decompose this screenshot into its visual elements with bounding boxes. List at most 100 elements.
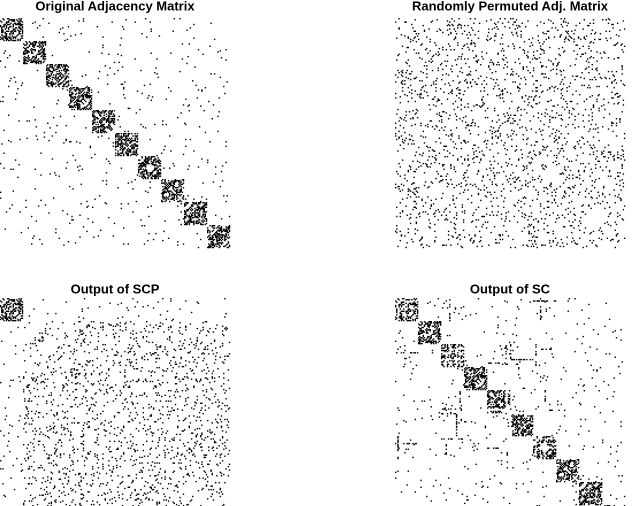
nonzero-dot [495, 238, 497, 241]
nonzero-dot [550, 69, 552, 72]
nonzero-dot [48, 76, 50, 79]
nonzero-dot [613, 80, 615, 82]
nonzero-dot [105, 115, 108, 118]
nonzero-dot [36, 61, 39, 64]
nonzero-dot [63, 385, 65, 387]
nonzero-dot [543, 33, 545, 35]
nonzero-dot [226, 355, 228, 357]
nonzero-dot [533, 99, 535, 101]
nonzero-dot [543, 168, 545, 170]
nonzero-dot [11, 30, 13, 32]
nonzero-dot [65, 76, 67, 79]
nonzero-dot [612, 156, 614, 158]
nonzero-dot [20, 37, 23, 39]
nonzero-dot [17, 302, 19, 304]
nonzero-dot [514, 114, 516, 116]
nonzero-dot [2, 317, 4, 319]
nonzero-dot [518, 189, 520, 191]
nonzero-dot [529, 45, 531, 47]
nonzero-dot [16, 92, 18, 95]
nonzero-dot [94, 126, 96, 128]
nonzero-dot [573, 207, 575, 210]
nonzero-dot [452, 80, 454, 82]
nonzero-dot [194, 203, 196, 205]
nonzero-dot [501, 90, 504, 92]
nonzero-dot [24, 50, 26, 52]
nonzero-dot [149, 187, 151, 189]
nonzero-dot [408, 73, 411, 75]
nonzero-dot [6, 310, 9, 312]
nonzero-dot [415, 187, 418, 189]
nonzero-dot [36, 59, 39, 61]
nonzero-dot [127, 130, 129, 133]
nonzero-dot [591, 68, 593, 70]
nonzero-dot [200, 342, 202, 345]
nonzero-dot [138, 168, 140, 170]
nonzero-dot [198, 214, 201, 216]
nonzero-dot [74, 377, 77, 379]
nonzero-dot [430, 204, 432, 206]
nonzero-dot [435, 159, 437, 161]
nonzero-dot [525, 83, 527, 85]
nonzero-dot [144, 164, 147, 166]
nonzero-dot [59, 67, 62, 69]
nonzero-dot [610, 212, 612, 214]
nonzero-dot [86, 93, 88, 96]
nonzero-dot [203, 369, 205, 371]
nonzero-dot [86, 91, 88, 93]
nonzero-dot [596, 67, 598, 69]
nonzero-dot [478, 230, 481, 233]
nonzero-dot [195, 203, 197, 205]
nonzero-dot [457, 158, 459, 160]
nonzero-dot [125, 137, 127, 139]
nonzero-dot [148, 233, 150, 235]
nonzero-dot [611, 70, 613, 73]
nonzero-dot [179, 184, 181, 187]
nonzero-dot [225, 233, 227, 235]
nonzero-dot [587, 24, 589, 27]
nonzero-dot [453, 216, 455, 219]
nonzero-dot [25, 47, 27, 50]
nonzero-dot [56, 70, 58, 73]
nonzero-dot [474, 43, 476, 45]
nonzero-dot [23, 51, 25, 53]
nonzero-dot [200, 222, 202, 225]
nonzero-dot [75, 369, 78, 371]
nonzero-dot [18, 302, 20, 304]
nonzero-dot [219, 346, 221, 348]
nonzero-dot [152, 326, 155, 329]
nonzero-dot [495, 135, 497, 137]
nonzero-dot [485, 196, 488, 198]
nonzero-dot [72, 353, 74, 355]
nonzero-dot [163, 230, 165, 233]
nonzero-dot [599, 166, 602, 168]
nonzero-dot [48, 139, 50, 142]
nonzero-dot [165, 318, 167, 321]
nonzero-dot [8, 23, 10, 26]
nonzero-dot [72, 97, 74, 99]
nonzero-dot [566, 31, 568, 34]
nonzero-dot [75, 349, 78, 352]
nonzero-dot [451, 183, 453, 185]
nonzero-dot [108, 375, 110, 377]
nonzero-dot [57, 358, 59, 361]
nonzero-dot [132, 151, 134, 153]
nonzero-dot [194, 210, 196, 212]
nonzero-dot [118, 137, 120, 139]
nonzero-dot [414, 154, 416, 157]
nonzero-dot [179, 380, 181, 383]
nonzero-dot [594, 33, 596, 35]
nonzero-dot [154, 123, 156, 126]
nonzero-dot [156, 346, 158, 348]
nonzero-dot [19, 318, 21, 321]
nonzero-dot [108, 127, 110, 129]
nonzero-dot [187, 208, 189, 211]
nonzero-dot [132, 379, 134, 381]
nonzero-dot [399, 190, 401, 192]
nonzero-dot [565, 192, 567, 195]
nonzero-dot [597, 191, 599, 193]
nonzero-dot [474, 234, 476, 236]
nonzero-dot [566, 176, 568, 179]
nonzero-dot [47, 81, 49, 83]
nonzero-dot [178, 180, 180, 182]
